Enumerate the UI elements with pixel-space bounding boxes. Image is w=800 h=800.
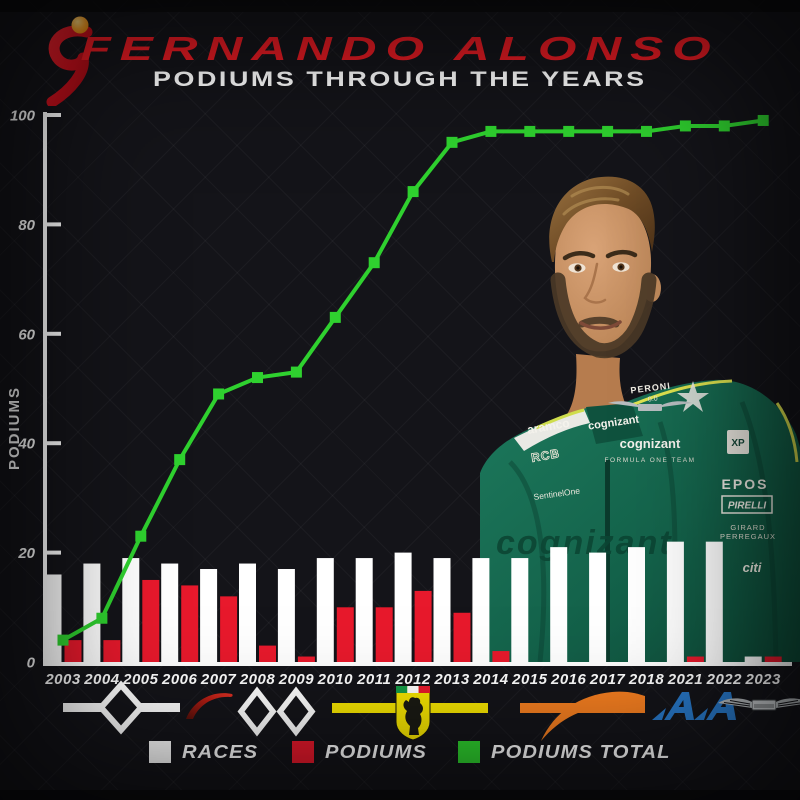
podiums-total-marker-2016 — [563, 125, 575, 137]
podiums-bar-2009 — [297, 656, 315, 662]
y-tick-100 — [43, 113, 61, 117]
podiums-total-marker-2021 — [679, 120, 691, 132]
podiums-bar-2005 — [142, 579, 160, 662]
page-title: FERNANDO ALONSO — [80, 30, 720, 67]
legend-swatch — [148, 741, 171, 763]
podiums-total-marker-2013 — [446, 136, 458, 148]
y-tick-40 — [43, 441, 61, 446]
races-bar-2010 — [316, 558, 334, 662]
races-bar-2006 — [161, 563, 179, 662]
legend-label: PODIUMS — [324, 741, 427, 762]
races-bar-2011 — [355, 558, 373, 662]
races-bar-2012 — [394, 552, 412, 662]
renault-logo-2003-2006 — [63, 680, 180, 735]
supersport-s-swoosh — [46, 25, 93, 106]
top-border — [0, 0, 800, 12]
y-tick-label-0: 0 — [27, 655, 36, 672]
legend-item-podiums-total: PODIUMS TOTAL — [457, 741, 669, 763]
ferrari-shield-logo-2010-2014 — [332, 685, 488, 741]
podiums-bar-2012 — [414, 590, 432, 662]
sponsor-formula-one-team: FORMULA ONE TEAM — [604, 457, 695, 464]
sponsor-citi: citi — [743, 560, 762, 575]
legend-item-podiums: PODIUMS — [291, 741, 426, 763]
y-axis — [43, 112, 47, 666]
podiums-total-marker-2005 — [135, 530, 147, 542]
legend-swatch — [291, 741, 314, 763]
sleeve-piping-right — [775, 402, 799, 463]
sponsor-xp-patch: XP — [727, 430, 749, 454]
sponsor-girard: GIRARD — [730, 523, 765, 532]
podiums-total-marker-2022 — [718, 120, 730, 132]
podiums-bar-2008 — [259, 645, 276, 662]
podiums-total-marker-2004 — [96, 612, 108, 624]
races-bar-2003 — [44, 574, 62, 662]
y-tick-80 — [43, 222, 61, 227]
legend-label: PODIUMS TOTAL — [490, 741, 671, 762]
eye-left — [568, 263, 586, 273]
podiums-bar-2004 — [103, 640, 121, 662]
podiums-total-marker-2007 — [213, 388, 225, 400]
supersport-ball-icon — [71, 16, 89, 34]
eye-right — [612, 262, 630, 272]
renault-logo-2008 — [237, 686, 277, 737]
page-subtitle: PODIUMS THROUGH THE YEARS — [153, 68, 647, 91]
renault-logo-2009 — [276, 686, 316, 737]
podiums-total-marker-2018 — [641, 125, 652, 137]
podiums-bar-2006 — [181, 585, 199, 662]
sponsor-cognizant-chest: cognizant — [620, 436, 681, 451]
podiums-total-marker-2012 — [407, 186, 419, 198]
alpine-logo-2021-2022 — [652, 692, 737, 720]
podiums-total-marker-2014 — [485, 125, 497, 137]
mustache — [578, 316, 620, 328]
races-bar-2009 — [277, 569, 295, 662]
sponsor-cognizant-watermark: cognizant — [496, 524, 673, 562]
aston-martin-wings-logo-2023 — [718, 698, 800, 711]
svg-text:PIRELLI: PIRELLI — [728, 501, 767, 512]
podiums-bar-2013 — [453, 612, 471, 662]
legend-swatch — [457, 741, 480, 763]
y-tick-label-100: 100 — [10, 108, 36, 125]
y-tick-60 — [43, 331, 61, 336]
y-tick-20 — [43, 550, 61, 555]
alonso-portrait-illustration: PERONI 0.0 cognizant aramco RCB Sentinel… — [476, 176, 800, 666]
podiums-total-marker-2003 — [57, 634, 69, 646]
x-axis — [43, 662, 792, 666]
podiums-total-marker-2023 — [757, 114, 769, 126]
bottom-border — [0, 790, 800, 800]
podiums-bar-2007 — [220, 596, 238, 662]
races-bar-2007 — [200, 569, 218, 662]
sponsor-perregaux: PERREGAUX — [720, 532, 776, 541]
chart-legend: RACES PODIUMS PODIUMS TOTAL — [0, 741, 800, 763]
prancing-horse-icon — [403, 697, 423, 735]
svg-text:XP: XP — [731, 438, 745, 449]
races-bar-2004 — [83, 563, 101, 662]
podiums-total-marker-2017 — [602, 125, 614, 137]
races-bar-2008 — [239, 563, 256, 662]
podiums-total-marker-2009 — [290, 366, 302, 378]
sponsor-peroni-sub: 0.0 — [648, 395, 659, 403]
y-tick-label-20: 20 — [17, 545, 35, 562]
supersport-s-logo — [46, 16, 93, 106]
podiums-bar-2011 — [375, 607, 393, 662]
podiums-total-marker-2008 — [252, 372, 263, 384]
podiums-bar-2003 — [64, 640, 82, 662]
y-axis-label: PODIUMS — [6, 385, 23, 470]
alonso-photo: PERONI 0.0 cognizant aramco RCB Sentinel… — [476, 162, 800, 666]
legend-label: RACES — [181, 741, 258, 762]
races-bar-2013 — [433, 558, 451, 662]
podiums-total-marker-2010 — [329, 311, 341, 323]
podiums-total-marker-2006 — [174, 454, 186, 466]
y-tick-label-80: 80 — [18, 217, 35, 234]
podiums-total-marker-2015 — [524, 125, 536, 137]
y-tick-0 — [43, 660, 61, 664]
sponsor-epos: EPOS — [722, 476, 769, 492]
legend-item-races: RACES — [148, 741, 257, 763]
races-bar-2005 — [122, 558, 140, 662]
podiums-total-marker-2011 — [368, 257, 380, 269]
mclaren-speedmark-logo-2015-2018 — [520, 691, 645, 741]
mclaren-speedmark-logo-2007 — [186, 693, 233, 719]
team-era-logos — [63, 680, 800, 741]
podiums-bar-2010 — [336, 607, 354, 662]
